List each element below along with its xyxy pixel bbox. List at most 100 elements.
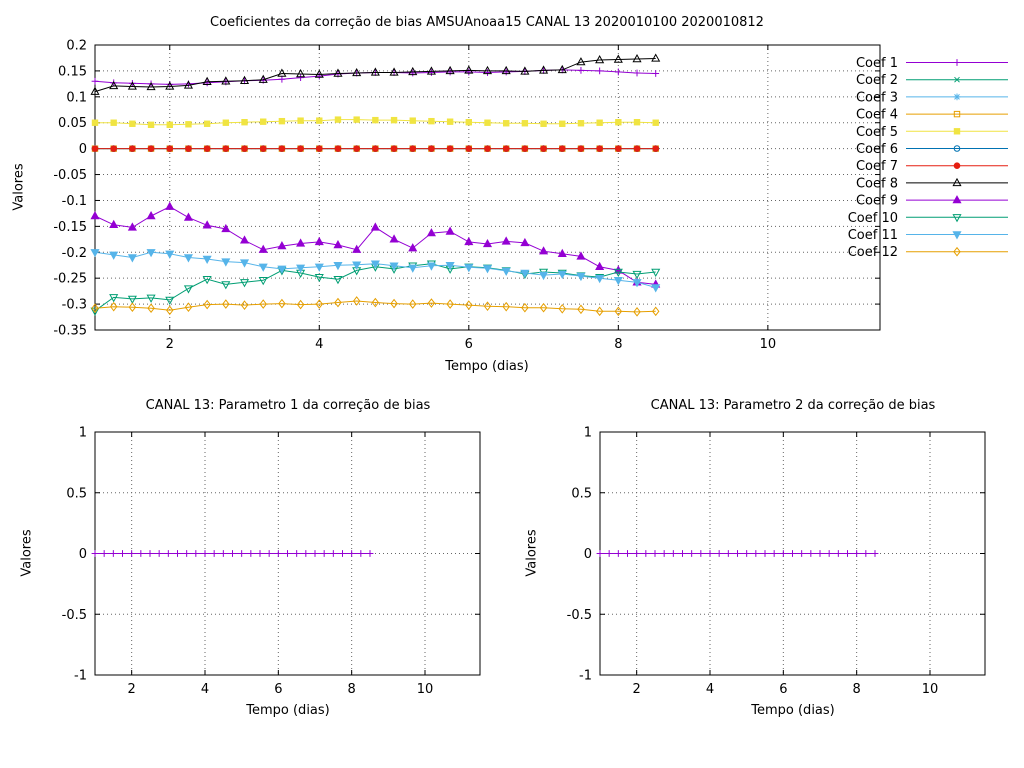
plus-marker: [871, 550, 879, 557]
triangle-down-filled-marker: [352, 261, 362, 270]
diamond-open-marker: [446, 299, 454, 309]
plus-marker: [596, 67, 604, 75]
circle-filled-marker: [241, 145, 248, 152]
triangle-up-open-marker: [952, 177, 962, 187]
plus-marker: [278, 75, 286, 83]
triangle-up-open-marker: [165, 81, 175, 90]
diamond-open-marker: [483, 301, 492, 311]
diamond-open-marker: [166, 305, 174, 316]
square-filled-marker: [390, 116, 398, 124]
x-tick-label: 8: [348, 682, 356, 697]
plus-marker: [688, 550, 696, 557]
x-tick-label: 6: [465, 337, 473, 352]
circle-filled-marker: [315, 145, 323, 152]
plus-marker: [633, 550, 641, 557]
triangle-down-open-marker: [952, 214, 962, 223]
plus-marker: [297, 74, 304, 82]
square-filled-marker: [633, 119, 641, 126]
circle-filled-marker: [129, 145, 136, 152]
triangle-up-open-marker: [221, 76, 231, 85]
legend-label: Coef 4: [856, 108, 898, 123]
x-tick-label: 10: [760, 337, 777, 352]
triangle-up-filled-marker: [277, 241, 287, 250]
triangle-down-filled-marker: [501, 267, 511, 276]
plus-marker: [229, 550, 236, 557]
legend-label: Coef 11: [848, 228, 898, 243]
plus-marker: [825, 550, 833, 557]
circle-open-marker: [953, 145, 961, 152]
triangle-up-filled-marker: [539, 246, 549, 255]
square-filled-marker: [147, 121, 155, 128]
plus-marker: [109, 550, 117, 557]
y-tick-label: -0.25: [53, 272, 87, 287]
coefficients-chart-ylabel: Valores: [11, 163, 27, 211]
triangle-up-filled-marker: [258, 244, 268, 253]
triangle-up-open-marker: [408, 66, 418, 76]
star-marker: [953, 93, 961, 101]
square-filled-marker: [652, 119, 659, 126]
param1-chart-xlabel: Tempo (dias): [246, 703, 330, 718]
triangle-down-open-marker: [221, 281, 231, 290]
circle-filled-marker: [596, 145, 603, 152]
param1-chart-ylabel: Valores: [19, 529, 35, 577]
y-tick-label: -0.2: [62, 246, 87, 261]
triangle-up-open-marker: [520, 66, 530, 75]
legend-label: Coef 1: [856, 56, 898, 71]
circle-filled-marker: [633, 145, 641, 152]
plot-border: [94, 44, 881, 331]
triangle-up-filled-marker: [445, 226, 455, 235]
chart-0: 2 4 6 8 10 0.2 0.15 0.1 0.05 0 -0.05 -0.1 -0.15 -0.2 -…: [53, 39, 1008, 352]
triangle-down-filled-marker: [90, 249, 100, 258]
plus-marker: [614, 550, 622, 557]
square-filled-marker: [446, 118, 454, 125]
diamond-open-marker: [91, 303, 99, 314]
triangle-down-filled-marker: [239, 259, 250, 268]
plus-marker: [311, 550, 319, 557]
triangle-down-filled-marker: [445, 262, 455, 271]
diamond-open-marker: [240, 300, 249, 310]
triangle-down-filled-marker: [333, 262, 343, 271]
plus-marker: [715, 550, 723, 557]
triangle-up-open-marker: [557, 64, 567, 74]
plus-marker: [265, 550, 273, 557]
plus-marker: [348, 550, 356, 557]
plus-marker: [834, 550, 842, 557]
diamond-open-marker: [651, 306, 660, 317]
y-tick-label: -1: [74, 669, 87, 684]
triangle-up-open-marker: [202, 76, 212, 85]
plus-marker: [219, 550, 227, 557]
plus-marker: [844, 550, 851, 557]
triangle-down-open-marker: [127, 295, 137, 304]
triangle-down-filled-marker: [482, 265, 493, 274]
triangle-up-filled-marker: [90, 210, 100, 220]
triangle-down-filled-marker: [221, 258, 231, 267]
triangle-up-filled-marker: [109, 219, 119, 229]
legend-label: Coef 9: [856, 194, 898, 209]
plus-marker: [247, 550, 255, 557]
triangle-down-filled-marker: [296, 264, 306, 273]
param2-chart-ylabel: Valores: [524, 529, 540, 577]
plus-marker: [137, 550, 145, 557]
diamond-open-marker: [296, 299, 305, 310]
plus-marker: [770, 550, 778, 557]
square-filled-marker: [353, 116, 360, 123]
plus-marker: [614, 68, 622, 76]
y-tick-label: 0.2: [66, 39, 87, 54]
triangle-down-filled-marker: [651, 284, 661, 293]
x-tick-label: 4: [315, 337, 323, 352]
x-tick-label: 4: [706, 682, 714, 697]
triangle-down-open-marker: [632, 270, 642, 280]
triangle-down-filled-marker: [202, 255, 212, 265]
triangle-down-filled-marker: [146, 249, 156, 258]
triangle-up-open-marker: [183, 80, 193, 89]
triangle-up-open-marker: [539, 65, 549, 74]
triangle-down-filled-marker: [127, 254, 137, 263]
plus-marker: [642, 550, 650, 557]
plus-marker: [91, 77, 99, 85]
triangle-down-open-marker: [333, 276, 343, 285]
x-tick-label: 2: [633, 682, 641, 697]
triangle-down-open-marker: [165, 296, 175, 305]
square-filled-marker: [428, 117, 435, 125]
plus-marker: [484, 69, 491, 76]
x-tick-label: 4: [201, 682, 209, 697]
